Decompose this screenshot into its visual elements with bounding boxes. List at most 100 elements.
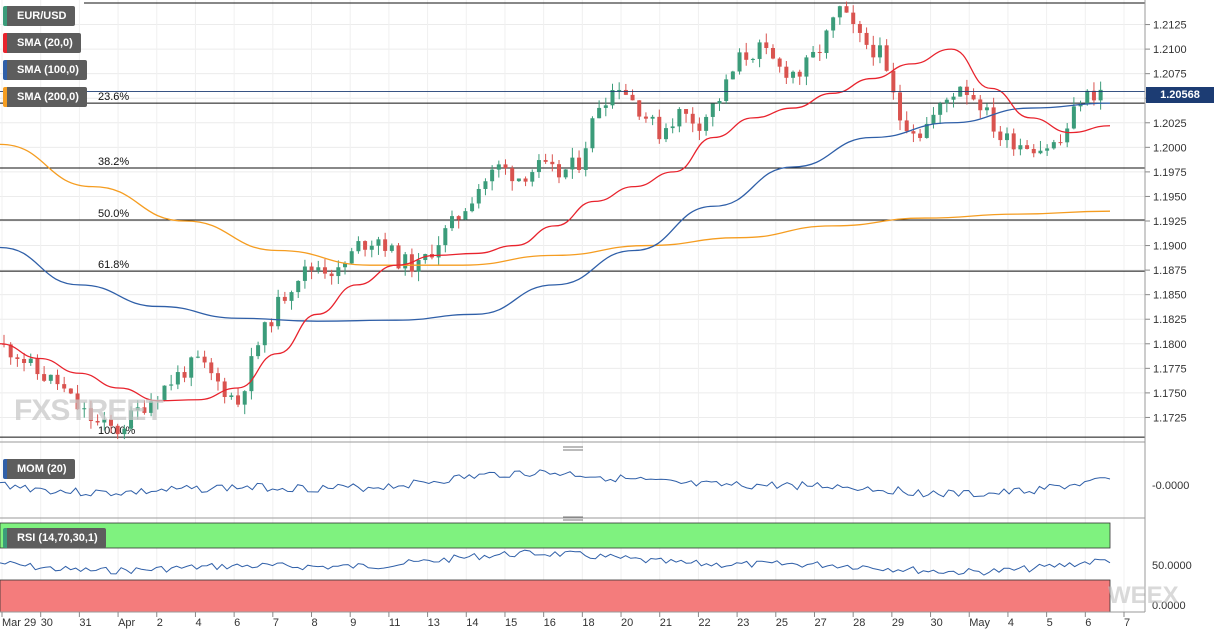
x-tick-label: 2	[157, 617, 163, 629]
candle	[1051, 139, 1056, 150]
resize-handle-1[interactable]	[563, 446, 583, 451]
legend-symbol[interactable]: EUR/USD	[3, 6, 75, 26]
candle	[663, 123, 668, 143]
candle	[115, 423, 120, 440]
candle	[623, 83, 628, 96]
candle	[984, 103, 989, 116]
candle	[356, 236, 361, 254]
x-tick-label: 16	[544, 617, 556, 629]
fib-label: 50.0%	[98, 208, 129, 220]
candle	[750, 57, 755, 63]
candle	[837, 5, 842, 25]
candle	[530, 169, 535, 187]
candle	[503, 159, 508, 175]
candle	[269, 318, 274, 333]
x-tick-label: 6	[1085, 617, 1091, 629]
x-tick-label: 7	[273, 617, 279, 629]
candle	[209, 358, 214, 381]
legend-sma100[interactable]: SMA (100,0)	[3, 60, 87, 80]
candle	[971, 88, 976, 101]
x-tick-label: 29	[892, 617, 904, 629]
candle	[857, 20, 862, 43]
candle	[383, 232, 388, 257]
candle	[1018, 138, 1023, 156]
candle	[28, 353, 33, 366]
candle	[262, 321, 267, 353]
candle	[175, 365, 180, 390]
candle	[75, 384, 80, 411]
candle	[550, 154, 555, 172]
candle	[276, 289, 281, 330]
legend-sma20[interactable]: SMA (20,0)	[3, 33, 81, 53]
candle	[202, 350, 207, 368]
candle	[48, 374, 53, 384]
x-tick-label: May	[969, 617, 990, 629]
candle	[583, 141, 588, 177]
sma20-line	[0, 48, 1111, 402]
x-tick-label: 27	[814, 617, 826, 629]
candle	[389, 243, 394, 253]
x-tick-label: 11	[389, 617, 400, 629]
candle	[490, 165, 495, 191]
candle	[744, 42, 749, 66]
candle	[670, 118, 675, 134]
candle	[650, 114, 655, 126]
candle	[891, 62, 896, 100]
candle	[684, 108, 689, 123]
candle	[68, 388, 73, 395]
resize-handle-2[interactable]	[563, 516, 583, 521]
candle	[724, 74, 729, 105]
candle	[483, 178, 488, 196]
candle	[302, 259, 307, 289]
candle	[710, 103, 715, 127]
candle	[256, 341, 261, 360]
mom-line	[0, 469, 1111, 498]
x-tick-label: 28	[853, 617, 865, 629]
candle	[536, 154, 541, 178]
mom-indicator-label[interactable]: MOM (20)	[3, 459, 75, 479]
x-tick-label: 13	[428, 617, 440, 629]
candle	[282, 291, 287, 304]
rsi-panel	[0, 522, 1111, 613]
x-tick-label: 22	[698, 617, 710, 629]
candle	[610, 83, 615, 109]
mom-panel	[0, 469, 1111, 498]
x-tick-label: 5	[1047, 617, 1053, 629]
x-tick-label: 21	[660, 617, 672, 629]
candle	[62, 376, 67, 393]
candle	[777, 57, 782, 73]
candle	[169, 374, 174, 391]
candle	[463, 208, 468, 221]
candle	[637, 100, 642, 120]
sma200-line	[0, 143, 1111, 266]
candle	[22, 352, 27, 372]
x-tick-label: 4	[1008, 617, 1014, 629]
candle	[918, 128, 923, 142]
rsi-oversold-zone	[0, 579, 1111, 613]
y-tick-label: 1.2075	[1153, 69, 1187, 81]
candle	[677, 107, 682, 133]
legend-sma200[interactable]: SMA (200,0)	[3, 87, 87, 107]
candle	[978, 94, 983, 119]
x-tick-label: 15	[505, 617, 517, 629]
candle	[236, 388, 241, 408]
candle	[195, 350, 200, 359]
candle	[904, 111, 909, 134]
candle	[577, 150, 582, 173]
candle	[102, 411, 107, 431]
candle	[523, 176, 528, 187]
candle	[510, 165, 515, 191]
candle	[1058, 134, 1063, 146]
candle	[1005, 127, 1010, 148]
candle	[643, 112, 648, 123]
candle	[764, 33, 769, 55]
y-tick-label: 1.1900	[1153, 241, 1187, 253]
candle	[924, 117, 929, 139]
candle	[129, 406, 134, 431]
rsi-indicator-label[interactable]: RSI (14,70,30,1)	[3, 528, 106, 548]
candle	[1071, 97, 1076, 130]
candle	[1025, 140, 1030, 150]
x-tick-label: 25	[776, 617, 788, 629]
candle	[122, 424, 127, 440]
